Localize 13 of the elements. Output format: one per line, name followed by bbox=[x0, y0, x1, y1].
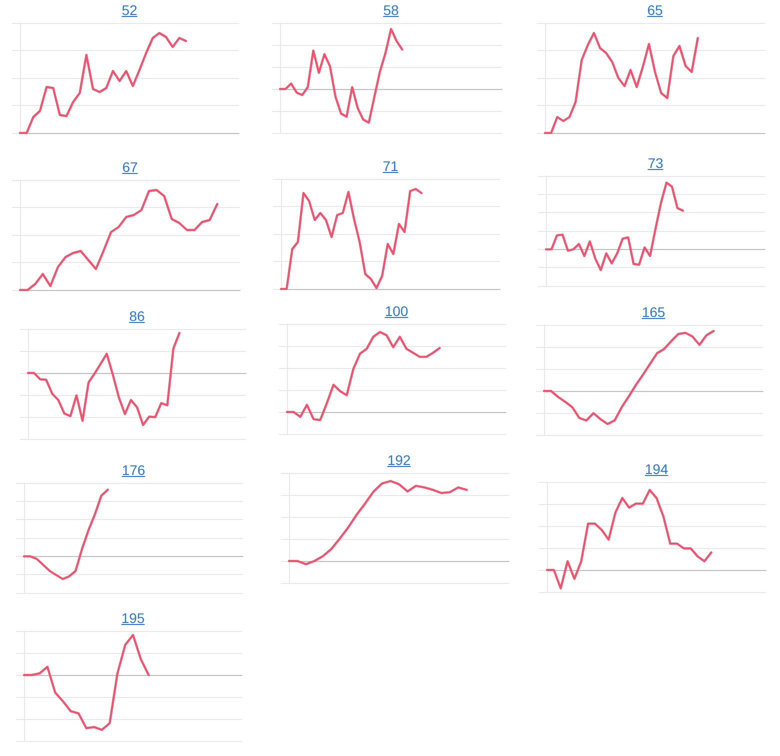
chart-title: 65 bbox=[647, 2, 663, 18]
chart-title: 67 bbox=[122, 159, 138, 175]
chart-title: 165 bbox=[642, 304, 666, 320]
chart-title: 176 bbox=[122, 462, 146, 478]
chart-title: 86 bbox=[129, 308, 145, 324]
chart-title: 195 bbox=[121, 610, 145, 626]
chart-title: 73 bbox=[648, 155, 664, 171]
chart-title: 194 bbox=[644, 461, 668, 477]
chart-title: 100 bbox=[384, 303, 408, 319]
chart-title: 58 bbox=[383, 2, 399, 18]
chart-title: 192 bbox=[387, 452, 411, 468]
chart-title: 71 bbox=[382, 158, 398, 174]
chart-title: 52 bbox=[122, 2, 138, 18]
